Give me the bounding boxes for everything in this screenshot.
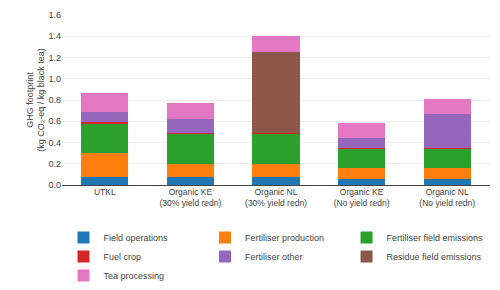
svg-text:1.0: 1.0 — [48, 74, 61, 84]
svg-text:Residue field emissions: Residue field emissions — [387, 252, 482, 262]
svg-text:GHG footprint(kg CO₂-eq / kg b: GHG footprint(kg CO₂-eq / kg black tea) — [25, 48, 47, 152]
svg-text:0.8: 0.8 — [48, 95, 61, 105]
svg-text:1.4: 1.4 — [48, 31, 61, 41]
svg-text:Organic KE(30% yield redn): Organic KE(30% yield redn) — [159, 187, 221, 208]
svg-text:0.0: 0.0 — [48, 180, 61, 190]
svg-text:1.6: 1.6 — [48, 10, 61, 20]
svg-text:Fertiliser production: Fertiliser production — [245, 233, 324, 243]
svg-text:Fertiliser other: Fertiliser other — [245, 252, 303, 262]
svg-text:Fertiliser field emissions: Fertiliser field emissions — [387, 233, 484, 243]
svg-text:UTKL: UTKL — [94, 187, 116, 197]
svg-text:0.4: 0.4 — [48, 138, 61, 148]
svg-text:Organic NL(30% yield redn): Organic NL(30% yield redn) — [245, 187, 307, 208]
svg-text:0.6: 0.6 — [48, 116, 61, 126]
svg-text:Organic NL(No yield redn): Organic NL(No yield redn) — [419, 187, 475, 208]
svg-text:Tea processing: Tea processing — [104, 271, 165, 281]
svg-text:0.2: 0.2 — [48, 159, 61, 169]
svg-text:Field operations: Field operations — [104, 233, 169, 243]
svg-text:Fuel crop: Fuel crop — [104, 252, 142, 262]
svg-text:1.2: 1.2 — [48, 53, 61, 63]
svg-text:Organic KE(No yield redn): Organic KE(No yield redn) — [334, 187, 390, 208]
